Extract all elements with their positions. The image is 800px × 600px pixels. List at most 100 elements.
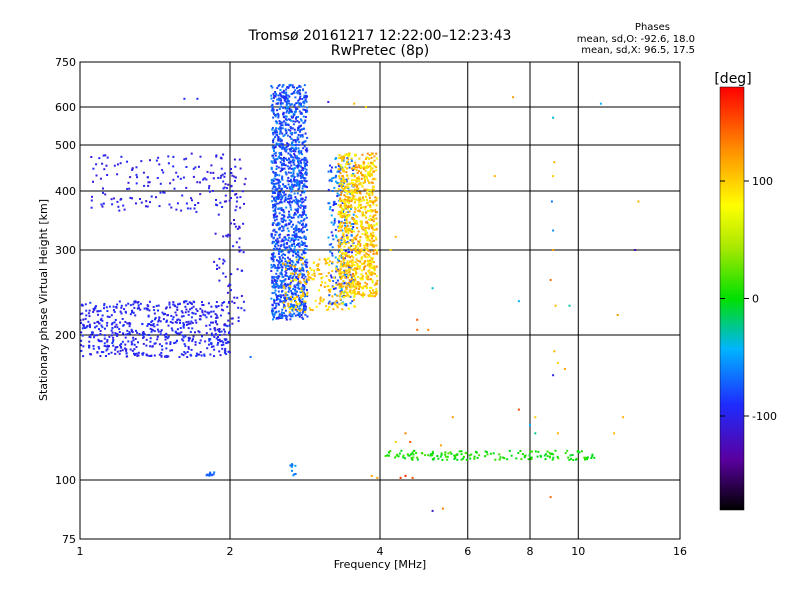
- echo-point: [216, 343, 219, 346]
- echo-point: [302, 127, 305, 130]
- echo-point: [272, 138, 275, 141]
- echo-point: [142, 342, 145, 345]
- echo-point: [111, 342, 114, 344]
- echo-point: [355, 282, 358, 285]
- echo-point: [304, 207, 307, 209]
- echo-point: [149, 324, 152, 327]
- echo-point: [270, 233, 273, 236]
- echo-point: [340, 199, 343, 202]
- echo-point: [358, 265, 361, 268]
- echo-point: [199, 155, 202, 158]
- echo-point: [148, 355, 151, 357]
- echo-point: [191, 339, 194, 342]
- echo-point: [199, 351, 202, 353]
- echo-point: [298, 152, 301, 155]
- echo-point: [297, 254, 300, 257]
- echo-point: [300, 102, 302, 105]
- echo-point: [540, 455, 543, 458]
- echo-point: [282, 218, 285, 221]
- echo-point: [369, 242, 372, 245]
- echo-point: [355, 214, 358, 217]
- echo-point: [149, 327, 152, 330]
- echo-point: [412, 453, 415, 456]
- echo-point: [299, 95, 302, 98]
- y-tick-label: 300: [55, 244, 76, 257]
- echo-point: [289, 204, 292, 207]
- echo-point: [341, 216, 344, 219]
- echo-point: [290, 465, 293, 468]
- echo-point: [192, 312, 195, 315]
- echo-point: [362, 163, 365, 166]
- echo-point: [277, 136, 280, 139]
- echo-point: [302, 262, 305, 265]
- echo-point: [364, 208, 367, 211]
- echo-point: [112, 305, 115, 308]
- echo-point: [275, 302, 278, 305]
- echo-point: [276, 285, 279, 288]
- echo-point: [103, 168, 106, 171]
- echo-point: [282, 95, 285, 98]
- echo-point: [137, 304, 140, 307]
- echo-point: [227, 233, 230, 236]
- echo-point: [131, 197, 133, 200]
- echo-point: [287, 256, 289, 259]
- echo-point: [300, 296, 303, 299]
- echo-point: [370, 261, 373, 264]
- echo-point: [348, 266, 350, 269]
- echo-point: [369, 165, 372, 168]
- echo-point: [288, 202, 291, 205]
- echo-point: [290, 127, 292, 130]
- echo-point: [284, 282, 287, 285]
- echo-point: [118, 328, 121, 331]
- echo-point: [343, 259, 346, 262]
- echo-point: [371, 244, 374, 247]
- echo-point: [360, 207, 362, 209]
- echo-point: [123, 347, 126, 350]
- echo-point: [92, 347, 95, 350]
- echo-point: [446, 455, 449, 458]
- echo-point: [556, 361, 559, 364]
- echo-point: [287, 94, 290, 97]
- echo-point: [634, 249, 637, 251]
- echo-point: [111, 203, 114, 206]
- echo-point: [301, 211, 304, 214]
- echo-point: [289, 312, 292, 315]
- echo-point: [273, 236, 275, 239]
- echo-point: [357, 247, 360, 250]
- echo-point: [330, 276, 333, 279]
- echo-point: [195, 321, 198, 324]
- echo-point: [351, 244, 354, 247]
- echo-point: [282, 84, 285, 87]
- echo-point: [329, 206, 332, 208]
- echo-point: [373, 269, 376, 272]
- echo-point: [196, 181, 199, 184]
- echo-point: [286, 179, 289, 182]
- echo-point: [307, 273, 310, 276]
- echo-point: [331, 254, 334, 257]
- echo-point: [297, 276, 300, 279]
- echo-point: [275, 102, 278, 105]
- echo-point: [237, 306, 240, 309]
- echo-point: [364, 234, 367, 237]
- echo-point: [154, 316, 157, 319]
- echo-point: [341, 236, 344, 239]
- echo-point: [292, 144, 295, 147]
- echo-point: [344, 195, 347, 198]
- echo-point: [133, 352, 135, 355]
- echo-point: [273, 291, 276, 294]
- echo-point: [309, 308, 312, 311]
- echo-point: [291, 84, 294, 87]
- echo-point: [281, 169, 284, 171]
- echo-point: [215, 154, 218, 157]
- echo-point: [296, 180, 299, 183]
- echo-point: [291, 469, 293, 472]
- echo-point: [300, 204, 302, 207]
- echo-point: [190, 320, 193, 323]
- echo-point: [102, 351, 105, 354]
- echo-point: [294, 167, 296, 170]
- echo-point: [298, 315, 301, 318]
- echo-point: [294, 272, 297, 275]
- echo-point: [578, 451, 581, 454]
- chart-title-line2: RwPretec (8p): [331, 43, 429, 59]
- echo-point: [318, 258, 321, 261]
